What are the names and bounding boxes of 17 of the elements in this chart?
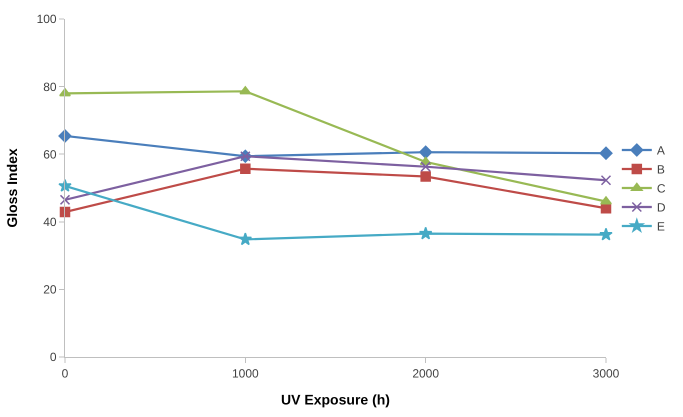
legend-label: E xyxy=(656,220,665,234)
legend-label: C xyxy=(656,182,666,196)
y-tick-label: 60 xyxy=(43,147,57,162)
y-tick-label: 20 xyxy=(43,282,57,297)
y-tick-label: 40 xyxy=(43,215,57,229)
y-tick-label: 80 xyxy=(43,80,57,94)
x-tick-label: 2000 xyxy=(412,366,440,380)
x-tick-label: 1000 xyxy=(232,366,259,380)
y-tick-label: 100 xyxy=(36,12,57,26)
y-axis-title: Gloss Index xyxy=(4,148,20,228)
legend-label: A xyxy=(656,144,665,158)
y-tick-label: 0 xyxy=(50,350,57,364)
x-axis-title: UV Exposure (h) xyxy=(281,392,390,408)
legend-label: D xyxy=(656,200,666,215)
x-tick-label: 3000 xyxy=(592,366,620,380)
x-tick-label: 0 xyxy=(62,366,69,380)
legend-label: B xyxy=(656,162,665,177)
